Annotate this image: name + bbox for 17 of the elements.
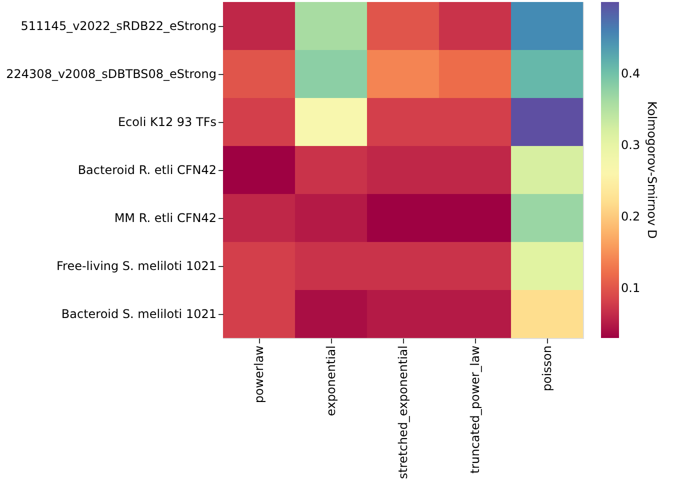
y-tick-label: Ecoli K12 93 TFs — [118, 115, 216, 129]
color-bar-label: 0.1 — [621, 280, 640, 295]
x-tick-label: stretched_exponential — [396, 346, 410, 479]
y-tick-label: 224308_v2008_sDBTBS08_eStrong — [6, 67, 216, 81]
x-tick-label: exponential — [324, 346, 338, 416]
color-bar-label: 0.4 — [621, 66, 640, 80]
y-tick-label: MM R. etli CFN42 — [114, 211, 216, 225]
x-tick-label: poisson — [540, 346, 554, 392]
x-tick-label: truncated_power_law — [468, 345, 482, 474]
y-tick-label: Bacteroid R. etli CFN42 — [78, 163, 216, 177]
color-bar-label: 0.3 — [621, 138, 640, 152]
y-tick-label: Free-living S. meliloti 1021 — [56, 259, 216, 273]
y-tick-label: 511145_v2022_sRDB22_eStrong — [20, 19, 216, 33]
y-tick-label: Bacteroid S. meliloti 1021 — [61, 307, 216, 321]
x-tick-label: powerlaw — [252, 345, 266, 404]
color-bar-title: Kolmogorov-Smirnov D — [645, 101, 659, 239]
color-bar-label: 0.2 — [621, 209, 640, 224]
